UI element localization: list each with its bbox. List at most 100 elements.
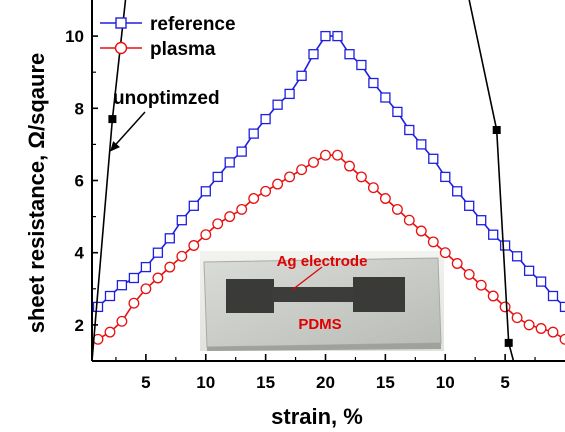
inset-label-ag-electrode: Ag electrode: [277, 253, 368, 270]
annotation-arrow-shaft: [112, 111, 146, 149]
annotation-arrow-head: [109, 141, 120, 152]
point-plasma-19: [308, 156, 319, 168]
inset-pointer: [291, 266, 323, 291]
electrode-pad-right: [353, 277, 405, 312]
point-unoptimzed-1-2: [504, 338, 513, 347]
point-plasma-4: [128, 297, 140, 309]
point-reference-26: [392, 106, 403, 118]
point-plasma-6: [152, 272, 164, 284]
point-reference-28: [416, 139, 427, 150]
point-reference-24: [368, 77, 379, 89]
legend-marker-reference: [115, 17, 127, 29]
point-reference-3: [116, 280, 128, 291]
point-plasma-12: [224, 211, 236, 223]
point-plasma-11: [212, 218, 224, 230]
series-layer: [81, 0, 565, 361]
inset-label-pdms: PDMS: [298, 316, 341, 333]
point-reference-32: [464, 200, 475, 211]
x-tick-label-2: 15: [256, 373, 275, 392]
legend: reference plasma: [100, 14, 236, 60]
point-plasma-28: [415, 225, 427, 237]
point-reference-17: [284, 88, 295, 100]
point-reference-30: [440, 171, 451, 183]
point-plasma-39: [547, 326, 559, 338]
x-tick-label-1: 10: [196, 373, 215, 392]
point-reference-8: [176, 215, 187, 226]
point-unoptimzed-1-1: [492, 126, 501, 134]
point-reference-2: [104, 290, 116, 302]
point-plasma-16: [272, 178, 284, 190]
x-tick-label-6: 5: [500, 373, 509, 392]
point-reference-15: [260, 113, 271, 125]
annotation-unoptimzed: unoptimzed: [113, 88, 220, 109]
point-plasma-35: [499, 301, 511, 313]
point-reference-39: [547, 290, 559, 302]
point-plasma-40: [559, 333, 565, 345]
point-plasma-18: [296, 164, 308, 176]
point-reference-9: [188, 200, 199, 211]
point-unoptimzed-0-1: [108, 115, 117, 124]
point-plasma-7: [164, 261, 176, 273]
y-axis-title: sheet resistance, Ω/sqaure: [24, 53, 49, 334]
point-plasma-10: [200, 229, 212, 241]
point-reference-6: [152, 247, 164, 258]
point-plasma-13: [236, 203, 248, 215]
legend-label-reference: reference: [150, 14, 236, 35]
point-plasma-15: [260, 185, 272, 197]
point-reference-31: [452, 186, 463, 197]
point-plasma-23: [355, 171, 367, 183]
point-reference-40: [559, 301, 565, 313]
point-reference-25: [380, 92, 391, 103]
y-tick-label-4: 10: [65, 27, 84, 46]
point-reference-22: [344, 49, 355, 60]
point-plasma-34: [487, 290, 499, 302]
point-reference-35: [499, 240, 511, 251]
x-tick-label-5: 10: [436, 373, 455, 392]
legend-marker-plasma: [114, 41, 128, 55]
point-reference-19: [308, 49, 319, 60]
y-tick-label-1: 4: [75, 244, 85, 263]
point-plasma-2: [104, 326, 116, 338]
point-reference-29: [428, 153, 439, 164]
point-plasma-29: [427, 236, 439, 248]
point-plasma-25: [379, 193, 391, 204]
x-tick-label-3: 20: [316, 373, 335, 392]
point-reference-27: [404, 124, 415, 136]
point-plasma-27: [403, 214, 415, 226]
point-reference-38: [535, 276, 547, 287]
point-plasma-30: [439, 247, 451, 259]
point-plasma-32: [463, 268, 475, 280]
point-reference-18: [296, 70, 307, 81]
point-reference-33: [476, 215, 487, 226]
point-reference-7: [164, 233, 175, 244]
electrode-strip: [272, 287, 354, 302]
point-plasma-22: [344, 160, 355, 172]
y-tick-label-0: 2: [75, 316, 84, 335]
point-reference-4: [128, 272, 140, 284]
point-plasma-24: [367, 182, 379, 194]
point-plasma-8: [176, 250, 188, 262]
point-reference-13: [236, 146, 247, 157]
point-reference-11: [212, 171, 223, 183]
point-plasma-36: [511, 312, 523, 324]
point-reference-16: [272, 99, 283, 110]
y-tick-label-3: 8: [75, 99, 84, 118]
legend-label-plasma: plasma: [150, 39, 216, 60]
y-tick-label-2: 6: [75, 172, 84, 191]
point-plasma-26: [391, 203, 403, 215]
annotation-arrow: [109, 111, 146, 152]
inset-photo: Ag electrode PDMS: [200, 251, 444, 351]
point-reference-20: [320, 30, 331, 42]
point-plasma-0: [81, 338, 91, 348]
point-reference-23: [356, 59, 367, 71]
point-reference-36: [511, 251, 523, 262]
point-plasma-9: [188, 240, 200, 251]
point-reference-1: [92, 301, 104, 313]
pdms-edge: [207, 343, 441, 351]
point-reference-34: [488, 229, 499, 240]
point-reference-21: [332, 30, 343, 42]
point-plasma-14: [248, 193, 260, 204]
point-plasma-38: [535, 323, 547, 334]
point-reference-12: [224, 157, 235, 168]
